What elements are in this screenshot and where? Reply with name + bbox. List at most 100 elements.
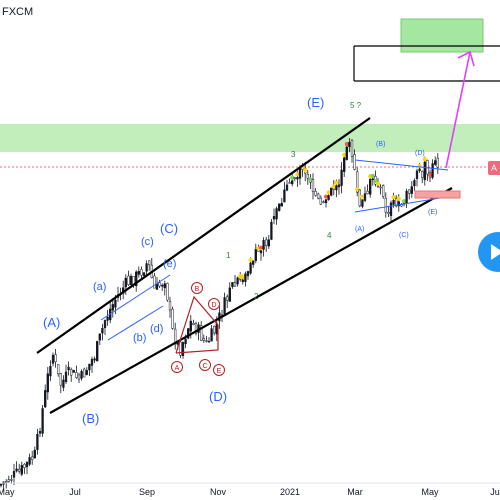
candle-body <box>366 190 369 195</box>
candle-body <box>356 171 359 193</box>
candle-body <box>101 328 104 334</box>
candle-body <box>293 177 296 180</box>
candle-body <box>207 340 211 343</box>
candle-body <box>44 390 47 408</box>
candle-body <box>340 169 343 186</box>
candle-body <box>137 270 140 275</box>
candle-body <box>142 272 146 276</box>
candle-body <box>54 354 57 363</box>
candle-body <box>145 263 148 272</box>
candle-body <box>67 366 70 371</box>
signal-marker <box>248 257 253 262</box>
resistance-zone <box>0 124 500 152</box>
signal-marker <box>370 173 375 178</box>
candle-body <box>148 260 151 266</box>
minor-channel-lower <box>107 305 164 341</box>
minor-label-c: (c) <box>141 236 154 248</box>
candle-body <box>275 208 278 220</box>
candle-body <box>70 369 73 376</box>
candle-body <box>98 333 101 341</box>
x-tick-label: Jul <box>69 487 81 497</box>
candle-body <box>382 185 385 197</box>
candle-body <box>267 239 270 247</box>
candle-body <box>213 326 216 334</box>
candle-body <box>10 479 13 481</box>
candle-body <box>254 249 257 261</box>
candle-body <box>345 146 348 160</box>
triangle-upper <box>354 159 449 171</box>
candle-body <box>18 468 21 472</box>
triangle-lower <box>354 197 441 213</box>
candle-body <box>192 323 195 325</box>
candle-body <box>140 269 143 276</box>
candle-body <box>291 180 294 185</box>
candle-body <box>64 371 68 382</box>
candle-body <box>252 260 255 265</box>
circled-label-E: E <box>213 364 225 376</box>
candle-body <box>189 320 192 332</box>
candle-body <box>392 199 395 205</box>
candle-body <box>31 456 34 460</box>
candle-body <box>153 275 156 289</box>
candle-body <box>228 287 231 302</box>
candle-body <box>184 338 187 345</box>
candle-body <box>317 193 320 199</box>
candle-body <box>369 179 372 195</box>
x-tick-label: Ju <box>490 487 500 497</box>
price-tag: A <box>488 161 500 175</box>
candle-body <box>353 154 356 170</box>
signal-marker <box>240 274 245 279</box>
candle-body <box>111 304 114 311</box>
wave-label-C: (C) <box>160 221 178 236</box>
candle-series <box>0 137 439 492</box>
signal-marker <box>331 184 336 189</box>
candle-body <box>33 449 36 459</box>
signal-marker <box>295 172 300 177</box>
channel-lower-line[interactable] <box>49 187 453 414</box>
candle-body <box>194 323 198 334</box>
candle-body <box>421 171 424 178</box>
candle-body <box>431 163 434 178</box>
candle-body <box>124 277 127 288</box>
candle-body <box>75 372 78 378</box>
candle-body <box>168 301 172 311</box>
candle-body <box>278 203 281 211</box>
minor-label-d: (d) <box>150 323 163 335</box>
x-tick-label: Nov <box>210 487 227 497</box>
candle-body <box>244 273 247 282</box>
candle-body <box>155 283 159 290</box>
candle-body <box>285 184 289 191</box>
candle-body <box>38 431 42 434</box>
candle-body <box>343 157 346 172</box>
candle-body <box>270 221 273 240</box>
candle-body <box>62 379 65 388</box>
circled-label-A: A <box>171 361 183 373</box>
candle-body <box>322 201 325 203</box>
candle-body <box>7 479 10 482</box>
candle-body <box>226 296 229 301</box>
candle-body <box>280 203 283 207</box>
target-zone <box>400 18 484 53</box>
candle-body <box>220 314 224 316</box>
candle-body <box>350 139 354 157</box>
candle-body <box>158 282 161 287</box>
candle-body <box>283 189 286 203</box>
candle-body <box>210 328 213 342</box>
signal-marker <box>308 177 313 182</box>
candle-body <box>288 182 291 184</box>
signal-marker <box>373 179 378 184</box>
signal-marker <box>303 168 308 173</box>
candle-body <box>88 363 91 371</box>
signal-marker <box>342 152 347 157</box>
signal-marker <box>324 194 328 199</box>
candle-body <box>246 271 250 277</box>
candle-body <box>163 283 166 289</box>
x-tick-label: 2021 <box>280 487 300 497</box>
candle-body <box>363 193 367 201</box>
play-button[interactable] <box>478 232 500 272</box>
candle-body <box>15 468 18 472</box>
candle-body <box>358 189 361 207</box>
channel-upper-line[interactable] <box>36 117 371 354</box>
candle-body <box>418 168 421 171</box>
